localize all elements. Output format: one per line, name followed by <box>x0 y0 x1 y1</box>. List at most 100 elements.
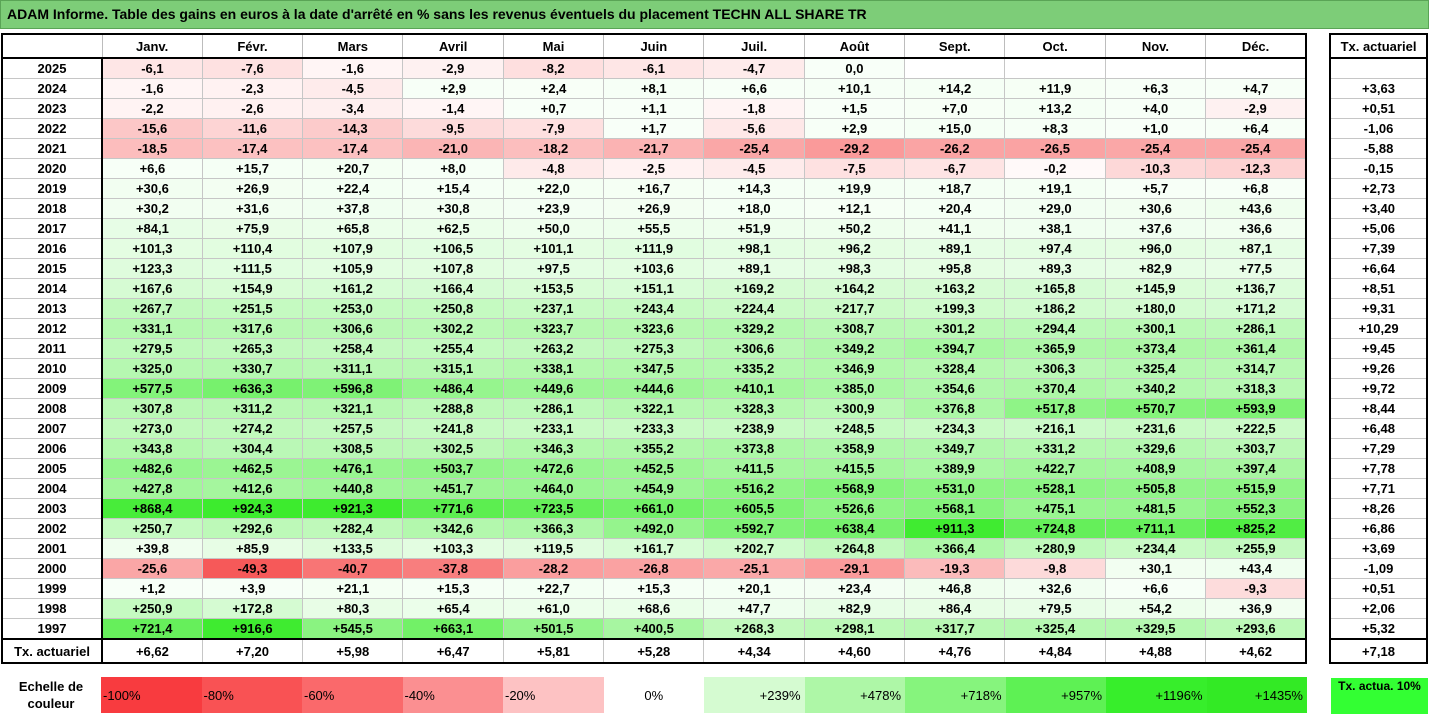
tx-actuariel-cell: +4,88 <box>1104 638 1207 664</box>
rate-cell: +7,29 <box>1329 438 1428 459</box>
gain-cell: +596,8 <box>302 378 404 399</box>
gain-cell <box>1104 57 1207 79</box>
gain-cell: +636,3 <box>201 378 304 399</box>
gain-cell: +302,5 <box>402 438 504 459</box>
gain-cell: +250,9 <box>101 598 203 619</box>
gain-cell: +422,7 <box>1004 458 1106 479</box>
gain-cell: +41,1 <box>904 218 1006 239</box>
gain-cell: -2,5 <box>603 158 705 179</box>
gain-cell: +306,6 <box>703 338 805 359</box>
gain-cell: +476,1 <box>302 458 404 479</box>
gain-cell: +216,1 <box>1004 418 1106 439</box>
gain-cell: +253,0 <box>302 298 404 319</box>
gain-cell: +568,9 <box>803 478 906 499</box>
gain-cell: +167,6 <box>101 278 203 299</box>
gain-cell: +354,6 <box>904 378 1006 399</box>
gain-cell: +329,6 <box>1104 438 1207 459</box>
gain-cell: -26,2 <box>904 138 1006 159</box>
gain-cell: +279,5 <box>101 338 203 359</box>
gain-cell: +300,1 <box>1104 318 1207 339</box>
table-row: 2002 +250,7 +292,6 +282,4 +342,6 +366,3 +492,0… <box>1 518 1307 539</box>
gain-cell: +346,3 <box>502 438 605 459</box>
gain-cell: +123,3 <box>101 258 203 279</box>
gain-cell: +98,3 <box>803 258 906 279</box>
gain-cell: +13,2 <box>1004 98 1106 119</box>
gain-cell: +577,5 <box>101 378 203 399</box>
gain-cell: +37,8 <box>302 198 404 219</box>
gain-cell: -2,9 <box>402 57 504 79</box>
gain-cell: +298,1 <box>803 618 906 640</box>
gain-cell: +96,0 <box>1104 238 1207 259</box>
gain-cell: +241,8 <box>402 418 504 439</box>
gain-cell: +475,1 <box>1004 498 1106 519</box>
gain-cell: +107,9 <box>302 238 404 259</box>
month-header: Sept. <box>904 34 1005 59</box>
gain-cell: +400,5 <box>603 618 705 640</box>
gain-cell: +89,3 <box>1004 258 1106 279</box>
year-cell: 1999 <box>1 578 103 599</box>
gain-cell: +349,2 <box>803 338 906 359</box>
gain-cell: +6,3 <box>1104 78 1207 99</box>
gain-cell: -28,2 <box>502 558 605 579</box>
gain-cell: -4,5 <box>703 158 805 179</box>
gain-cell: +199,3 <box>904 298 1006 319</box>
rate-cell: +6,48 <box>1329 418 1428 439</box>
gain-cell: +29,0 <box>1004 198 1106 219</box>
gain-cell: +26,9 <box>201 178 304 199</box>
gain-cell: +89,1 <box>703 258 805 279</box>
rate-cell: +7,71 <box>1329 478 1428 499</box>
year-cell: 2006 <box>1 438 103 459</box>
gain-cell: +163,2 <box>904 278 1006 299</box>
gain-cell: +171,2 <box>1205 298 1307 319</box>
gain-cell: +95,8 <box>904 258 1006 279</box>
gain-cell: +338,1 <box>502 358 605 379</box>
gain-cell: +340,2 <box>1104 378 1207 399</box>
gain-cell: +723,5 <box>502 498 605 519</box>
table-row: 2009 +577,5 +636,3 +596,8 +486,4 +449,6 +444,6… <box>1 378 1307 399</box>
rate-header: Tx. actuariel <box>1330 34 1427 59</box>
gain-cell: +51,9 <box>703 218 805 239</box>
rate-cell: +2,06 <box>1329 598 1428 619</box>
gain-cell: +464,0 <box>502 478 605 499</box>
gain-cell: +61,0 <box>502 598 605 619</box>
gain-cell: +1,7 <box>603 118 705 139</box>
month-header: Oct. <box>1004 34 1106 59</box>
gain-cell: +517,8 <box>1004 398 1106 419</box>
gain-cell: +505,8 <box>1104 478 1207 499</box>
gain-cell: +8,1 <box>603 78 705 99</box>
year-cell: 1997 <box>1 618 103 640</box>
gain-cell: +306,3 <box>1004 358 1106 379</box>
month-header: Janv. <box>101 34 203 59</box>
gain-cell: +12,1 <box>803 198 906 219</box>
gain-cell: +528,1 <box>1004 478 1106 499</box>
gain-cell: +343,8 <box>101 438 203 459</box>
gain-cell: +373,4 <box>1104 338 1207 359</box>
gain-cell: +16,7 <box>603 178 705 199</box>
gain-cell: +331,2 <box>1004 438 1106 459</box>
gain-cell: +385,0 <box>803 378 906 399</box>
gain-cell: +161,7 <box>603 538 705 559</box>
tx-actuariel-cell: +4,62 <box>1205 638 1307 664</box>
gain-cell: +924,3 <box>201 498 304 519</box>
gain-cell: +373,8 <box>703 438 805 459</box>
gain-cell: +263,2 <box>502 338 605 359</box>
gain-cell: -4,8 <box>502 158 605 179</box>
year-cell: 2013 <box>1 298 103 319</box>
table-row: 2019 +30,6 +26,9 +22,4 +15,4 +22,0 +16,7 +14,3 +… <box>1 178 1307 199</box>
gain-cell: +97,4 <box>1004 238 1106 259</box>
gain-cell: +300,9 <box>803 398 906 419</box>
year-cell: 2023 <box>1 98 103 119</box>
gain-cell <box>1205 57 1307 79</box>
gain-cell: +449,6 <box>502 378 605 399</box>
rate-cell: +3,69 <box>1329 538 1428 559</box>
year-cell: 2015 <box>1 258 103 279</box>
rate-cell: +8,26 <box>1329 498 1428 519</box>
gain-cell: -2,2 <box>101 98 203 119</box>
rate-cell: +9,26 <box>1329 358 1428 379</box>
rate-cell: +10,29 <box>1329 318 1428 339</box>
gain-cell: +233,3 <box>603 418 705 439</box>
rate-cell: -5,88 <box>1329 138 1428 159</box>
gains-table: Janv. Févr. Mars Avril Mai Juin Juil. Août Sept.… <box>1 33 1307 664</box>
table-row: 2006 +343,8 +304,4 +308,5 +302,5 +346,3 +355,2… <box>1 438 1307 459</box>
gain-cell: -15,6 <box>101 118 203 139</box>
